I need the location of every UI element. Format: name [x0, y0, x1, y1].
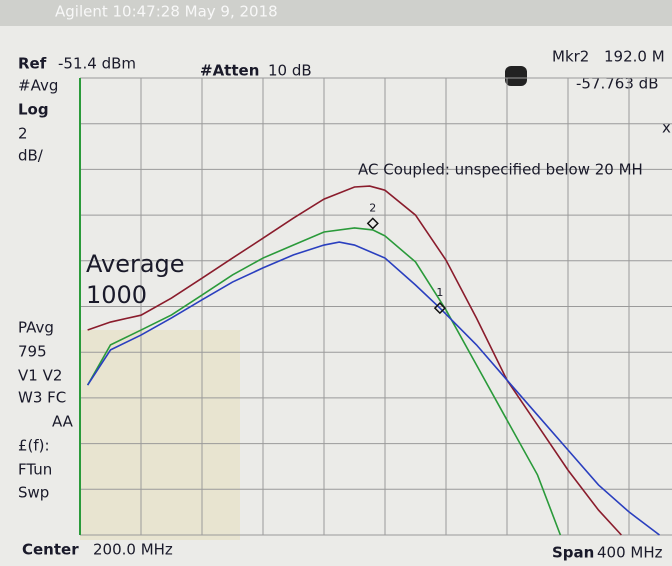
atten-value: 10 dB [268, 62, 312, 80]
marker-diamond [433, 302, 446, 315]
trace [87, 185, 622, 536]
edge-mark: x [662, 119, 671, 137]
ref-value: -51.4 dBm [58, 55, 136, 73]
annotation: AC Coupled: unspecified below 20 MH [358, 161, 643, 179]
center-label: Center [22, 541, 79, 559]
annotation-large: 1000 [86, 281, 147, 309]
status-bar [0, 0, 672, 26]
marker-number: 1 [436, 286, 443, 299]
trace [86, 227, 562, 536]
span-value: 400 MHz [597, 544, 663, 562]
scale-value: 2 [18, 125, 28, 143]
side-label: AA [52, 413, 74, 431]
avg-flag: #Avg [18, 77, 58, 95]
graticule [79, 77, 672, 536]
marker-number: 2 [369, 201, 376, 214]
marker-freq: 192.0 M [604, 48, 665, 66]
trace [86, 241, 660, 536]
screen-spot [505, 66, 527, 86]
span-label: Span [552, 544, 594, 562]
side-label: FTun [18, 461, 52, 479]
status-text: Agilent 10:47:28 May 9, 2018 [55, 3, 278, 21]
marker-diamond [366, 217, 379, 230]
plot: 2 1 AC Coupled: unspecified below 20 MH Ave… [86, 161, 660, 536]
side-label: PAvg [18, 319, 54, 337]
side-label: £(f): [18, 437, 50, 455]
side-label: V1 V2 [18, 367, 62, 385]
side-label: W3 FC [18, 389, 66, 407]
scale-type: Log [18, 101, 49, 119]
ref-label: Ref [18, 55, 47, 73]
scale-unit: dB/ [18, 147, 44, 165]
marker-label: Mkr2 [552, 48, 589, 66]
annotation-large: Average [86, 250, 185, 278]
center-value: 200.0 MHz [93, 541, 173, 559]
marker-level: -57.763 dB [576, 75, 658, 93]
side-label: 795 [18, 343, 47, 361]
screen-stain [80, 330, 240, 540]
atten-label: #Atten [200, 62, 259, 80]
side-label: Swp [18, 484, 49, 502]
